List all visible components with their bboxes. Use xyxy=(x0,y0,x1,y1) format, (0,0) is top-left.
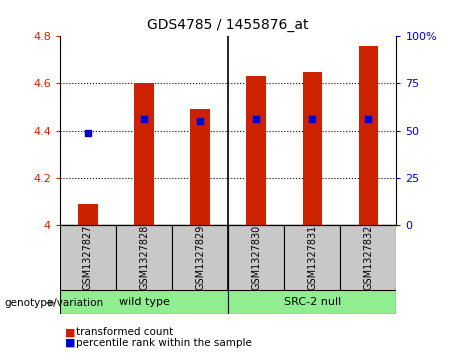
Text: GSM1327829: GSM1327829 xyxy=(195,225,205,290)
Text: SRC-2 null: SRC-2 null xyxy=(284,297,341,307)
Text: GSM1327831: GSM1327831 xyxy=(307,225,317,290)
Text: GSM1327828: GSM1327828 xyxy=(139,225,149,290)
Bar xyxy=(228,290,396,314)
Text: GSM1327830: GSM1327830 xyxy=(251,225,261,290)
Bar xyxy=(78,204,98,225)
Text: genotype/variation: genotype/variation xyxy=(5,298,104,308)
Bar xyxy=(340,225,396,290)
Text: GSM1327832: GSM1327832 xyxy=(363,225,373,290)
Bar xyxy=(172,225,228,290)
Bar xyxy=(228,225,284,290)
Bar xyxy=(247,77,266,225)
Bar xyxy=(359,46,378,225)
Bar xyxy=(134,83,154,225)
Text: ■: ■ xyxy=(65,327,75,337)
Bar xyxy=(60,290,228,314)
Title: GDS4785 / 1455876_at: GDS4785 / 1455876_at xyxy=(148,19,309,33)
Bar xyxy=(116,225,172,290)
Text: ■: ■ xyxy=(65,338,75,348)
Bar xyxy=(284,225,340,290)
Bar xyxy=(302,72,322,225)
Bar xyxy=(190,110,210,225)
Text: GSM1327827: GSM1327827 xyxy=(83,225,93,290)
Bar xyxy=(60,225,116,290)
Text: percentile rank within the sample: percentile rank within the sample xyxy=(76,338,252,348)
Text: transformed count: transformed count xyxy=(76,327,173,337)
Text: wild type: wild type xyxy=(118,297,170,307)
